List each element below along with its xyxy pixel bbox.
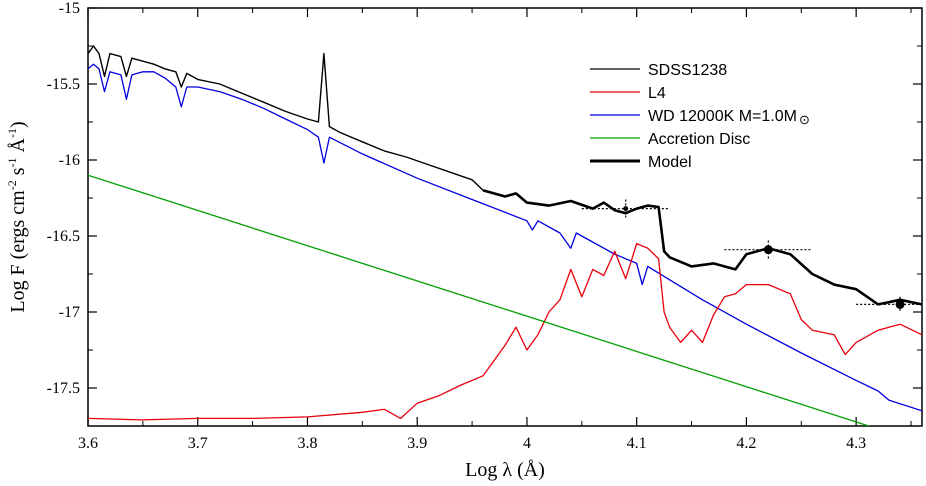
y-tick-label: -15.5 xyxy=(47,76,80,93)
legend-item-accretion-disc: Accretion Disc xyxy=(590,131,750,148)
photometry-point xyxy=(724,240,813,259)
legend-label: Accretion Disc xyxy=(648,131,750,148)
legend-item-l4: L4 xyxy=(590,85,666,102)
data-marker xyxy=(623,206,629,212)
x-tick-label: 4 xyxy=(523,435,531,452)
photometry-point xyxy=(856,296,922,312)
x-tick-label: 3.7 xyxy=(188,435,208,452)
y-tick-label: -17 xyxy=(59,304,80,321)
legend-label: L4 xyxy=(648,85,666,102)
y-tick-label: -17.5 xyxy=(47,380,80,397)
x-tick-label: 4.3 xyxy=(846,435,866,452)
x-axis-title: Log λ (Å) xyxy=(465,459,545,481)
photometry-point xyxy=(581,199,670,218)
legend-item-sdss1238: SDSS1238 xyxy=(590,62,727,79)
legend-item-wd: WD 12000K M=1.0M ⊙ xyxy=(590,108,810,127)
y-tick-label: -16.5 xyxy=(47,228,80,245)
series-accretion-disc xyxy=(88,174,871,426)
marker-layer xyxy=(581,199,922,312)
series-sdss1238 xyxy=(88,45,484,191)
legend-label: Model xyxy=(648,154,692,171)
plot-frame xyxy=(87,7,923,427)
x-axis: 3.6 3.7 3.8 3.9 4 4.1 4.2 4.3 xyxy=(78,8,912,452)
x-tick-label: 4.1 xyxy=(627,435,647,452)
x-tick-label: 4.2 xyxy=(736,435,756,452)
x-tick-label: 3.6 xyxy=(78,435,98,452)
y-tick-label: -15 xyxy=(59,0,80,17)
legend-item-model: Model xyxy=(590,154,692,171)
data-marker xyxy=(763,245,773,255)
data-marker xyxy=(895,299,905,309)
y-tick-label: -16 xyxy=(59,152,80,169)
series-l4 xyxy=(88,242,922,421)
x-tick-label: 3.8 xyxy=(297,435,317,452)
y-axis: -15 -15.5 -16 -16.5 -17 -17.5 xyxy=(47,0,922,397)
series-model xyxy=(482,189,922,306)
legend-label: SDSS1238 xyxy=(648,62,727,79)
solar-symbol: ⊙ xyxy=(799,112,810,127)
legend-label: WD 12000K M=1.0M ⊙ xyxy=(648,108,810,127)
series-layer xyxy=(88,45,922,426)
x-tick-label: 3.9 xyxy=(407,435,427,452)
y-axis-title: Log F (ergs cm-2 s-1 Å-1) xyxy=(5,121,29,312)
series-wd-12000k-m-1-0m xyxy=(88,63,922,412)
legend: SDSS1238 L4 WD 12000K M=1.0M ⊙ Accretion … xyxy=(590,62,810,171)
